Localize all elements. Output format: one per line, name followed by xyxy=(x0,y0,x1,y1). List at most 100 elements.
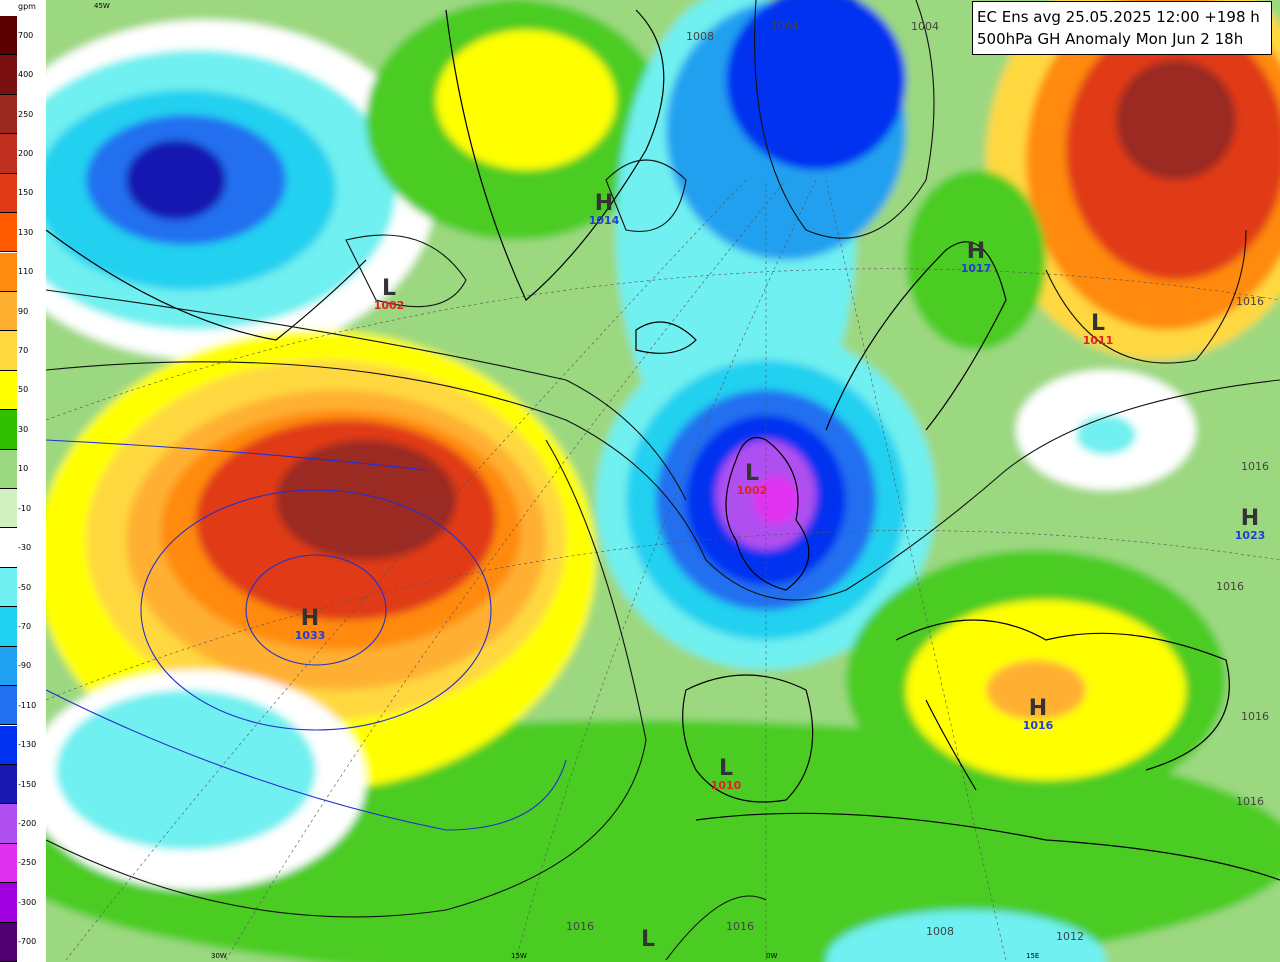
legend-label: 30 xyxy=(18,424,29,434)
system-pressure-value: 1002 xyxy=(373,299,405,312)
system-pressure-value: 1014 xyxy=(588,214,620,227)
legend-swatch xyxy=(0,213,17,253)
system-letter: H xyxy=(594,191,614,216)
legend-swatch xyxy=(0,370,17,411)
system-letter: H xyxy=(1028,696,1048,721)
high-isobars xyxy=(46,439,567,831)
legend-label: 50 xyxy=(18,385,29,395)
legend-swatch xyxy=(0,607,17,647)
anomaly-map: 45W 30W 15W 0W 15E 1008 1004 1004 1016 1016 1016 10… xyxy=(46,0,1280,962)
system-letter: H xyxy=(300,606,320,631)
system-letter: H xyxy=(1240,506,1260,531)
legend-swatch xyxy=(0,55,17,95)
title-line-1: EC Ens avg 25.05.2025 12:00 +198 h xyxy=(977,8,1260,26)
color-legend: gpm 700 400 250 200 150 130 110 90 70 50 30 10 -10 -3… xyxy=(0,0,47,962)
legend-label: 10 xyxy=(18,464,29,474)
system-letter: L xyxy=(718,756,734,781)
legend-swatch xyxy=(0,489,17,529)
legend-swatch xyxy=(0,764,17,805)
low-pressure-marker: L 1011 xyxy=(1083,313,1114,347)
isobar-label: 1016 xyxy=(566,920,594,933)
legend-swatch xyxy=(0,94,17,135)
legend-swatch xyxy=(0,449,17,489)
high-pressure-marker: H 1033 xyxy=(295,608,326,642)
longitude-labels: 45W 30W 15W 0W 15E 1008 1004 1004 1016 1016 1016 10… xyxy=(94,2,1269,960)
isobar-label: 1004 xyxy=(771,20,799,33)
legend-swatch xyxy=(0,804,17,844)
low-pressure-marker: L 1010 xyxy=(711,758,742,792)
anomaly-fields xyxy=(46,0,1280,962)
legend-label: 700 xyxy=(18,30,34,40)
legend-label: -30 xyxy=(18,543,32,553)
title-line-2: 500hPa GH Anomaly Mon Jun 2 18h xyxy=(977,30,1244,48)
legend-swatch xyxy=(0,686,17,726)
isobar-label: 1004 xyxy=(911,20,939,33)
legend-swatch xyxy=(0,173,17,214)
longitude-label: 30W xyxy=(211,952,227,960)
legend-label: -50 xyxy=(18,582,32,592)
low-pressure-marker: L xyxy=(641,929,655,951)
legend-swatch xyxy=(0,252,17,292)
isobar-label: 1008 xyxy=(686,30,714,43)
legend-label: 110 xyxy=(18,267,34,277)
system-pressure-value: 1023 xyxy=(1234,529,1266,542)
legend-label: 200 xyxy=(18,148,34,158)
high-pressure-marker: H 1023 xyxy=(1235,508,1266,542)
legend-swatch xyxy=(0,922,17,962)
low-pressure-marker: L 1002 xyxy=(737,463,768,497)
isobar-label: 1008 xyxy=(926,925,954,938)
isobar-label: 1012 xyxy=(1056,930,1084,943)
legend-label: 400 xyxy=(18,70,34,80)
legend-swatch xyxy=(0,291,17,332)
system-pressure-value: 1002 xyxy=(736,484,768,497)
legend-label: 130 xyxy=(18,227,34,237)
isobars xyxy=(46,0,1280,961)
isobar-label: 1016 xyxy=(726,920,754,933)
longitude-label: 15W xyxy=(511,952,527,960)
high-pressure-marker: H 1016 xyxy=(1023,698,1054,732)
legend-label: -150 xyxy=(18,779,37,789)
low-pressure-marker: L 1002 xyxy=(374,278,405,312)
legend-label: -300 xyxy=(18,897,37,907)
legend-label: -250 xyxy=(18,858,37,868)
legend-swatch xyxy=(0,410,17,450)
legend-swatch xyxy=(0,567,17,608)
isobar-label: 1016 xyxy=(1236,295,1264,308)
legend-label: 70 xyxy=(18,346,29,356)
system-pressure-value: 1010 xyxy=(710,779,742,792)
title-box: EC Ens avg 25.05.2025 12:00 +198 h 500hP… xyxy=(972,1,1272,55)
legend-label: -200 xyxy=(18,819,37,829)
high-pressure-marker: H 1017 xyxy=(961,241,992,275)
longitude-label: 45W xyxy=(94,2,110,10)
longitude-label: 0W xyxy=(766,952,777,960)
isobar-label: 1016 xyxy=(1241,710,1269,723)
system-letter: L xyxy=(1090,311,1106,336)
legend-label: 90 xyxy=(18,306,29,316)
high-pressure-marker: H 1014 xyxy=(589,193,620,227)
legend-swatch xyxy=(0,883,17,923)
legend-swatch xyxy=(0,134,17,174)
system-pressure-value: 1011 xyxy=(1082,334,1114,347)
system-pressure-value: 1033 xyxy=(294,629,326,642)
legend-swatch xyxy=(0,725,17,765)
legend-label: -70 xyxy=(18,621,32,631)
legend-label: -110 xyxy=(18,700,37,710)
legend-swatch xyxy=(0,16,17,56)
longitude-label: 15E xyxy=(1026,952,1039,960)
system-pressure-value: 1017 xyxy=(960,262,992,275)
system-letter: L xyxy=(744,461,760,486)
legend-swatch xyxy=(0,528,17,568)
system-letter: H xyxy=(966,239,986,264)
legend-label: 150 xyxy=(18,188,34,198)
legend-swatch xyxy=(0,646,17,687)
legend-swatch xyxy=(0,331,17,371)
isobar-label: 1016 xyxy=(1241,460,1269,473)
legend-label: -10 xyxy=(18,503,32,513)
system-letter: L xyxy=(381,276,397,301)
system-letter: L xyxy=(640,927,656,952)
legend-swatch xyxy=(0,843,17,884)
legend-label: -90 xyxy=(18,661,32,671)
isobar-label: 1016 xyxy=(1216,580,1244,593)
system-pressure-value: 1016 xyxy=(1022,719,1054,732)
